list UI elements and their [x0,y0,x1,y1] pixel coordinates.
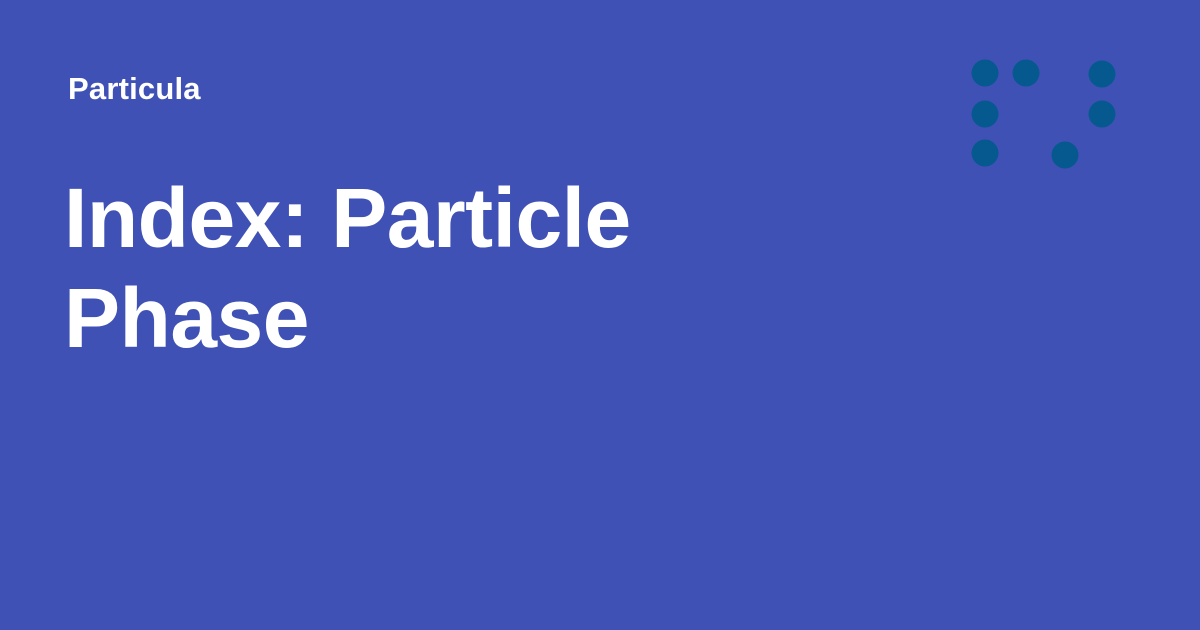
site-name: Particula [68,71,201,106]
logo-dot [1012,59,1040,87]
logo-dot [971,139,999,167]
page-title-line-2: Phase [64,271,310,365]
logo-dot [1051,141,1079,169]
logo-dot [971,59,999,87]
page-title-line-1: Index: Particle [64,171,631,265]
logo-dot [971,100,999,128]
dot-grid-logo-icon [971,59,1116,169]
logo-dot [1088,60,1116,88]
logo-dot [1088,100,1116,128]
page-title: Index: Particle Phase [64,168,824,368]
